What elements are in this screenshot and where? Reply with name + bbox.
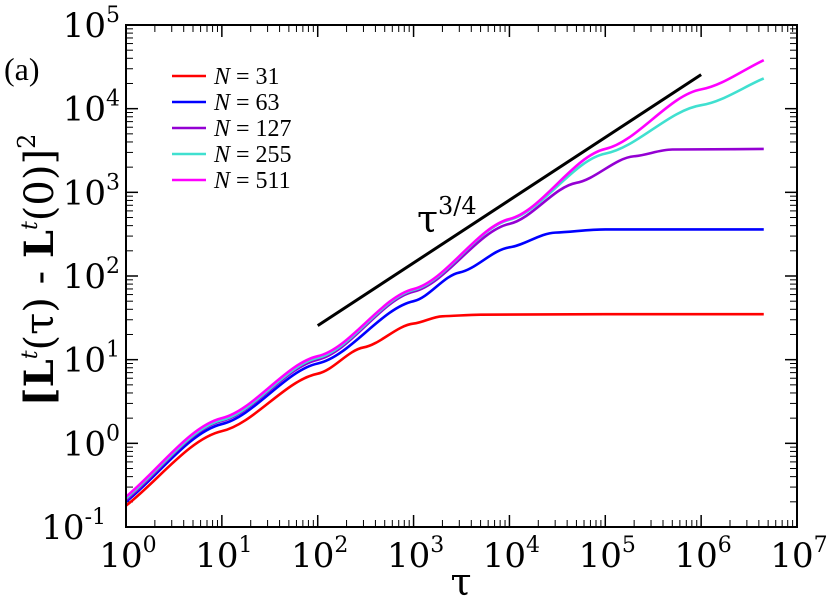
series-line-2 [125,228,764,503]
legend-label-4: N = 255 [213,142,292,168]
reference-line-label: τ3/4 [417,192,477,241]
y-tick-label: 10-1 [41,505,106,548]
y-axis-label: [Lt(τ) - Lt(0)]2 [13,134,63,407]
legend-label-5: N = 511 [213,168,291,194]
x-tick-label: 105 [579,533,636,576]
series-layer [125,58,765,507]
series-line-1 [125,312,764,507]
y-tick-label: 104 [63,87,120,130]
legend-label-2: N = 63 [213,90,280,116]
y-tick-label: 103 [63,170,120,213]
x-tick-label: 106 [675,533,732,576]
panel-label: (a) [4,51,40,87]
reference-line-label-text: τ3/4 [417,192,477,241]
y-tick-label: 102 [63,254,120,297]
plot-frame [125,24,798,528]
legend-label-1: N = 31 [213,64,280,90]
x-tick-label: 102 [291,533,348,576]
reference-slope-line [316,73,702,327]
y-tick-label: 100 [63,421,120,464]
series-line-5 [125,58,765,498]
y-tick-label: 101 [63,338,120,381]
x-tick-label: 104 [483,533,540,576]
legend-label-3: N = 127 [213,116,292,142]
x-tick-label: 107 [770,533,827,576]
y-tick-label: 105 [63,3,120,46]
x-tick-label: 100 [99,533,156,576]
x-axis-label: τ [450,560,471,604]
x-tick-label: 101 [195,533,252,576]
axis-ticks: 100 101 102 103 104 105 106 10710-1100101102103… [41,3,827,576]
x-tick-label: 103 [387,533,444,576]
